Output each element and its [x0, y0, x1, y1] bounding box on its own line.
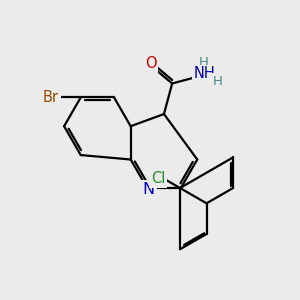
Text: Cl: Cl — [151, 171, 166, 186]
Text: O: O — [145, 56, 156, 71]
Text: Br: Br — [43, 90, 59, 105]
Text: H: H — [199, 56, 209, 69]
Text: H: H — [213, 75, 223, 88]
Text: NH: NH — [193, 66, 215, 81]
Text: N: N — [143, 182, 155, 197]
